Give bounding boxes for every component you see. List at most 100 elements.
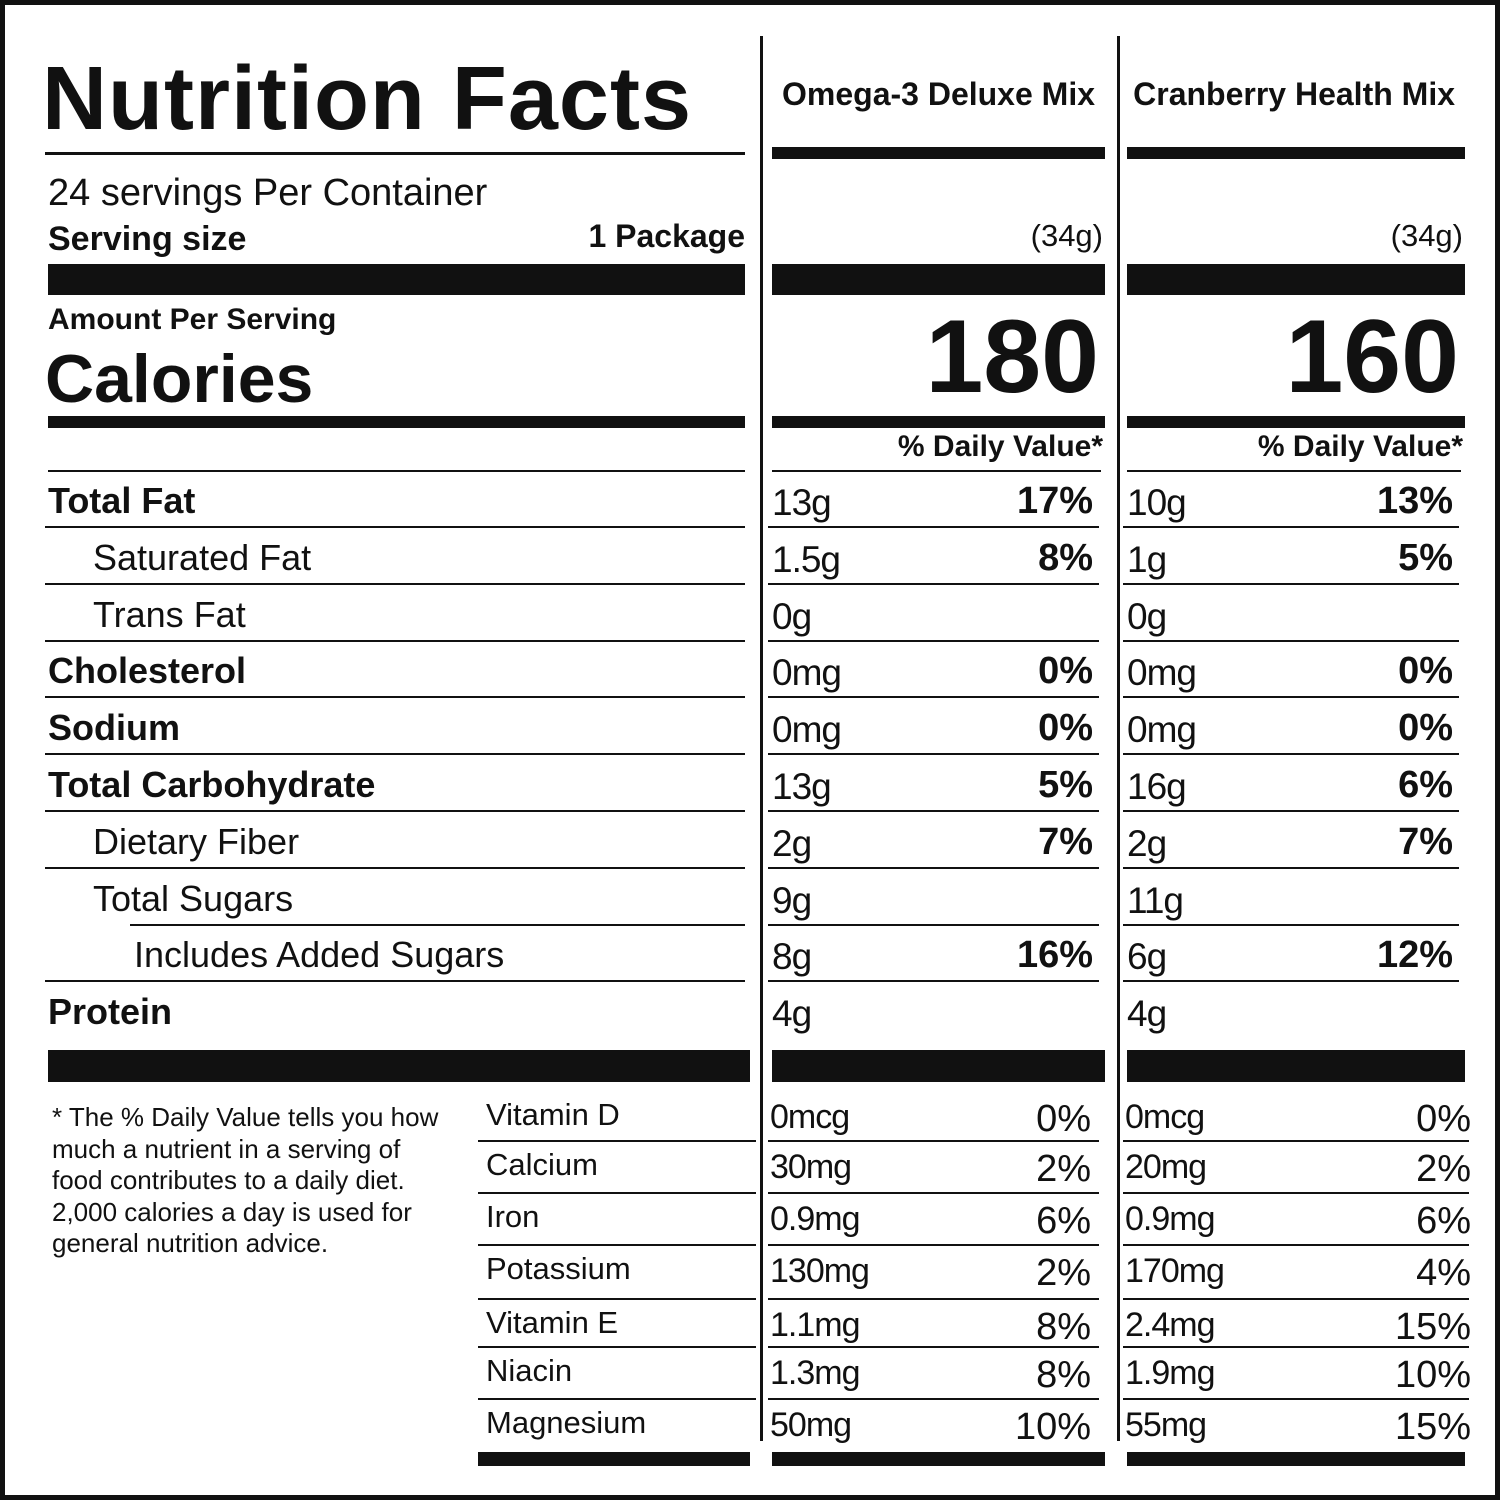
serving-size-value: 1 Package	[588, 218, 745, 254]
amount-value: 0mg	[1127, 709, 1197, 751]
divider	[768, 866, 1099, 869]
daily-value-percent: 5%	[1038, 764, 1093, 806]
bottom-bar	[478, 1452, 750, 1466]
bottom-bar	[772, 1452, 1105, 1466]
amount-value: 0mcg	[770, 1098, 850, 1136]
divider	[1123, 1298, 1469, 1300]
vitamin-label: Vitamin D	[486, 1097, 620, 1132]
divider	[45, 152, 745, 155]
divider	[45, 639, 745, 642]
divider	[45, 526, 745, 528]
daily-value-percent: 4%	[1416, 1252, 1471, 1294]
thick-bar	[1127, 1050, 1465, 1082]
vitamin-label: Magnesium	[486, 1405, 647, 1440]
nutrient-label: Total Fat	[48, 480, 196, 521]
thick-bar	[48, 1050, 750, 1082]
daily-value-percent: 6%	[1036, 1200, 1091, 1242]
vitamin-label: Niacin	[486, 1353, 573, 1388]
amount-value: 1.9mg	[1125, 1354, 1215, 1392]
divider	[45, 696, 745, 699]
amount-value: 55mg	[1125, 1406, 1207, 1444]
divider	[1123, 1140, 1469, 1142]
divider	[1123, 1398, 1469, 1400]
amount-value: 13g	[772, 482, 832, 523]
amount-value: 16g	[1127, 766, 1187, 807]
divider	[1123, 582, 1459, 585]
amount-value: 1.3mg	[770, 1354, 860, 1392]
daily-value-percent: 7%	[1038, 820, 1093, 863]
calories-value: 160	[1285, 299, 1459, 415]
daily-value-percent: 0%	[1398, 707, 1453, 750]
daily-value-percent: 10%	[1014, 1406, 1091, 1448]
divider	[1123, 1192, 1469, 1194]
divider	[130, 923, 745, 926]
daily-value-percent: 17%	[1016, 480, 1093, 522]
divider	[768, 639, 1099, 642]
vitamin-label: Calcium	[486, 1147, 598, 1182]
divider	[45, 980, 745, 983]
divider	[1123, 866, 1459, 869]
thick-bar	[48, 264, 745, 295]
amount-value: 4g	[772, 993, 812, 1035]
amount-value: 0mg	[772, 652, 842, 694]
amount-value: 50mg	[770, 1406, 852, 1444]
label-title: Nutrition Facts	[42, 49, 693, 149]
daily-value-percent: 0%	[1398, 650, 1453, 693]
daily-value-percent: 15%	[1394, 1406, 1471, 1448]
divider	[768, 810, 1099, 812]
divider	[1123, 810, 1459, 812]
divider	[768, 753, 1099, 756]
column-divider	[760, 36, 763, 1441]
daily-value-percent: 8%	[1036, 1354, 1091, 1396]
divider	[768, 1346, 1099, 1348]
amount-value: 0g	[772, 595, 812, 637]
amount-value: 13g	[772, 766, 832, 807]
divider	[1127, 470, 1461, 472]
nutrient-label: Sodium	[48, 707, 180, 749]
amount-value: 1.5g	[772, 538, 841, 580]
vitamin-label: Potassium	[486, 1251, 631, 1286]
daily-value-header: % Daily Value*	[897, 430, 1103, 463]
amount-value: 2.4mg	[1125, 1306, 1215, 1344]
calories-label: Calories	[45, 341, 314, 417]
thick-bar	[772, 1050, 1105, 1082]
product-name: Cranberry Health Mix	[1133, 76, 1455, 112]
divider	[768, 1244, 1099, 1246]
column-divider	[1117, 36, 1120, 1441]
daily-value-percent: 0%	[1036, 1098, 1091, 1140]
divider	[1123, 753, 1459, 756]
amount-value: 9g	[772, 879, 812, 921]
divider	[45, 753, 745, 756]
divider	[45, 810, 745, 812]
daily-value-percent: 0%	[1416, 1098, 1471, 1140]
amount-value: 0mg	[772, 709, 842, 751]
daily-value-percent: 8%	[1036, 1306, 1091, 1348]
medium-bar	[772, 416, 1105, 428]
divider	[478, 1140, 756, 1142]
divider	[1123, 526, 1459, 528]
divider	[478, 1192, 756, 1194]
amount-value: 10g	[1127, 482, 1187, 523]
amount-value: 1g	[1127, 538, 1167, 580]
amount-value: 0mg	[1127, 652, 1197, 694]
daily-value-percent: 10%	[1394, 1354, 1471, 1396]
amount-value: 170mg	[1125, 1252, 1225, 1290]
divider	[768, 526, 1099, 528]
daily-value-percent: 6%	[1398, 764, 1453, 806]
daily-value-percent: 6%	[1416, 1200, 1471, 1242]
divider	[768, 1398, 1099, 1400]
amount-value: 0g	[1127, 595, 1167, 637]
divider	[1123, 1346, 1469, 1348]
divider	[768, 1140, 1099, 1142]
nutrient-label: Total Sugars	[93, 877, 294, 919]
amount-value: 2g	[1127, 822, 1167, 864]
amount-value: 6g	[1127, 936, 1167, 978]
divider	[768, 923, 1099, 926]
daily-value-percent: 8%	[1038, 536, 1093, 579]
daily-value-percent: 12%	[1376, 934, 1453, 977]
bottom-bar	[1127, 1452, 1465, 1466]
medium-bar	[1127, 416, 1465, 428]
amount-value: 11g	[1127, 879, 1184, 921]
divider	[1123, 639, 1459, 642]
